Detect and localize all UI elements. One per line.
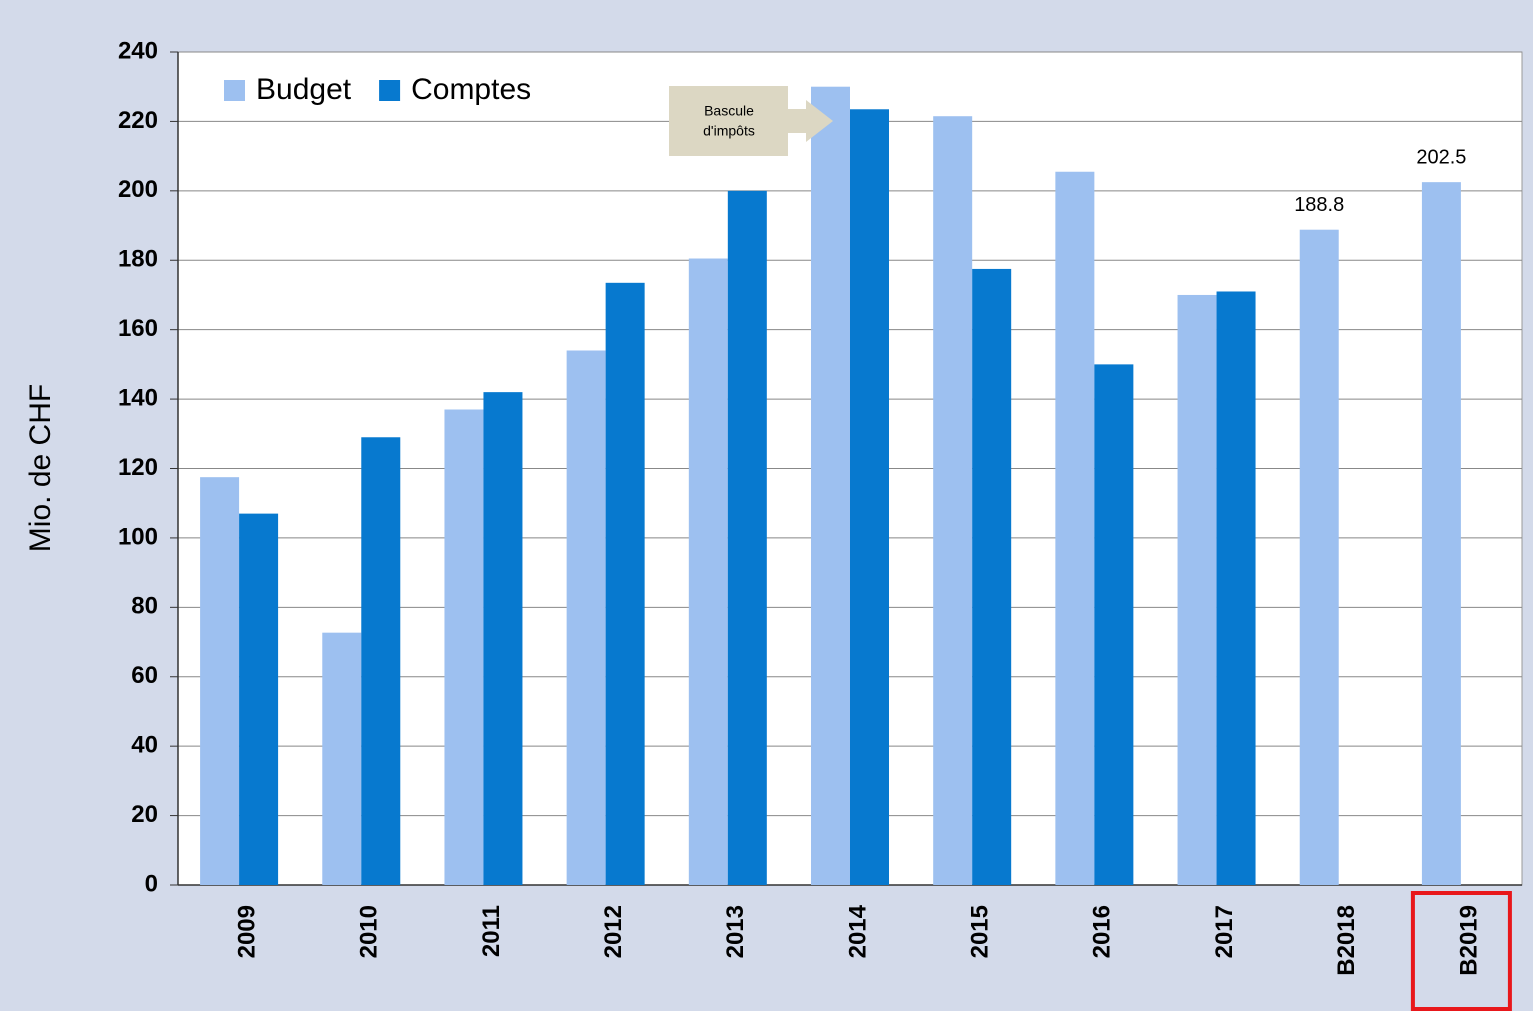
data-label: 188.8 [1294, 194, 1344, 216]
x-tick-label: B2019 [1455, 905, 1482, 976]
x-tick-label: 2014 [844, 904, 871, 958]
bar [361, 437, 401, 885]
bar [1094, 364, 1134, 885]
y-tick-label: 100 [118, 523, 158, 550]
x-tick-label: 2011 [478, 905, 505, 957]
bar [933, 116, 973, 885]
y-tick-label: 160 [118, 315, 158, 342]
bar [1299, 229, 1339, 885]
bar [239, 513, 279, 885]
y-tick-label: 40 [131, 732, 158, 759]
y-tick-label: 80 [131, 593, 158, 620]
y-tick-label: 140 [118, 384, 158, 411]
x-tick-label: B2018 [1333, 905, 1360, 976]
annotation-text: Bascule [704, 103, 754, 119]
bar [322, 632, 362, 885]
bar [688, 258, 728, 885]
bar [483, 392, 523, 885]
legend-swatch [224, 80, 245, 101]
bar [1055, 171, 1095, 885]
y-tick-label: 0 [145, 870, 158, 897]
x-tick-label: 2016 [1089, 905, 1116, 958]
x-tick-label: 2009 [233, 905, 260, 958]
x-tick-label: 2015 [967, 905, 994, 958]
y-tick-label: 180 [118, 246, 158, 273]
y-tick-label: 240 [118, 37, 158, 64]
legend-label: Budget [256, 73, 352, 106]
annotation-box [669, 86, 833, 156]
y-tick-label: 20 [131, 801, 158, 828]
bar [727, 190, 767, 886]
annotation-text: d'impôts [703, 123, 755, 139]
x-tick-label: 2017 [1211, 905, 1238, 958]
x-tick-label: 2012 [600, 905, 627, 958]
legend-swatch [379, 80, 401, 101]
bar [850, 109, 889, 886]
bar [1177, 294, 1217, 885]
bar [605, 282, 645, 885]
y-tick-label: 120 [118, 454, 158, 481]
x-tick-label: 2010 [356, 905, 383, 958]
y-tick-label: 60 [131, 662, 158, 689]
bar [566, 350, 606, 885]
legend-label: Comptes [411, 73, 531, 106]
bar [811, 86, 850, 886]
highlight-box [1410, 891, 1512, 1011]
bar [1216, 291, 1256, 885]
data-label: 202.5 [1416, 146, 1466, 168]
y-axis-label: Mio. de CHF [24, 384, 57, 552]
bar [972, 268, 1012, 885]
bar [200, 477, 240, 885]
y-tick-label: 220 [118, 107, 158, 134]
x-tick-label: 2013 [722, 905, 749, 958]
bar [1421, 182, 1461, 885]
y-tick-label: 200 [118, 176, 158, 203]
bar [444, 409, 484, 885]
